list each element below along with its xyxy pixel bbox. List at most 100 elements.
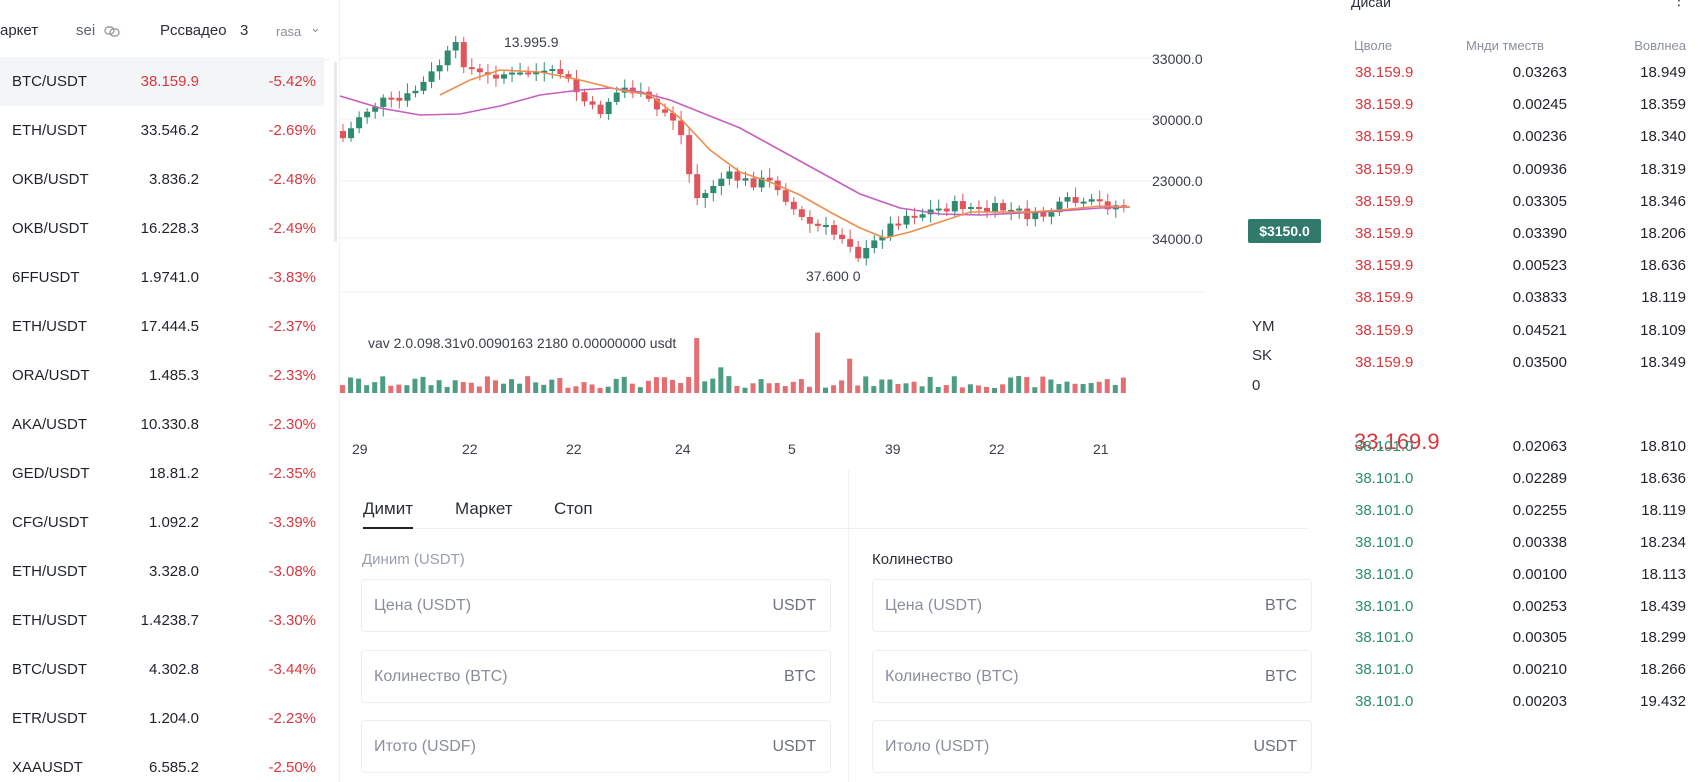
buy-total-field[interactable]: Итото (USDF) USDT: [361, 720, 831, 773]
ask-row[interactable]: 38.159.9 0.00936 18.319: [1336, 161, 1700, 196]
ask-row[interactable]: 38.159.9 0.03390 18.206: [1336, 225, 1700, 260]
ask-row[interactable]: 38.159.9 0.04521 18.109: [1336, 322, 1700, 357]
tab-market[interactable]: аркет: [0, 22, 39, 39]
tab-market-order[interactable]: Маркет: [455, 499, 513, 518]
candle-body: [823, 225, 829, 228]
link-icon[interactable]: [104, 24, 120, 38]
volume-bar: [975, 385, 981, 393]
price-chart[interactable]: 33000.0 30000.0 23000.0 34000.0 $3150.0 …: [340, 0, 1335, 470]
order-book-price: 38.101.0: [1355, 693, 1414, 711]
order-book-price: 38.101.0: [1355, 629, 1414, 647]
sell-price-field[interactable]: Цена (USDT) BTC: [872, 579, 1312, 632]
buy-price-field[interactable]: Цена (USDT) USDT: [361, 579, 831, 632]
x-tick-label: 5: [788, 441, 796, 457]
column-header-change[interactable]: rasa: [276, 24, 302, 39]
y-axis-label: 33000.0: [1152, 51, 1203, 67]
candle-body: [718, 178, 725, 186]
volume-bar: [340, 385, 345, 393]
sell-amount-field[interactable]: Колинество (BTC) BTC: [872, 650, 1312, 703]
market-pair: ETH/USDT: [12, 563, 87, 580]
order-book-total: 18.206: [1640, 225, 1686, 242]
market-change: -3.08%: [268, 563, 316, 580]
buy-amount-field[interactable]: Колинество (BTC) BTC: [361, 650, 831, 703]
volume-bar: [356, 378, 362, 393]
candle-body: [509, 72, 516, 75]
market-row[interactable]: ETR/USDT 1.204.0 -2.23%: [0, 694, 324, 743]
volume-bar: [629, 383, 635, 393]
volume-bar: [927, 376, 933, 393]
ask-row[interactable]: 38.159.9 0.03500 18.349: [1336, 354, 1700, 389]
bid-row[interactable]: 38.101.0 0.02255 18.119: [1336, 502, 1700, 537]
bid-row[interactable]: 38.101.0 0.00100 18.113: [1336, 566, 1700, 601]
bid-row[interactable]: 38.101.0 0.00203 19.432: [1336, 693, 1700, 728]
market-row[interactable]: AKA/USDT 10.330.8 -2.30%: [0, 400, 324, 449]
candle-body: [380, 97, 387, 107]
market-row[interactable]: ETH/USDT 33.546.2 -2.69%: [0, 106, 324, 155]
candle-body: [460, 42, 467, 68]
order-book-qty: 0.03833: [1512, 289, 1567, 307]
volume-bar: [967, 384, 973, 393]
market-row[interactable]: ETH/USDT 3.328.0 -3.08%: [0, 547, 324, 596]
market-row[interactable]: OKB/USDT 16.228.3 -2.49%: [0, 204, 324, 253]
bid-row[interactable]: 38.101.0 0.00338 18.234: [1336, 534, 1700, 569]
market-change: -3.83%: [268, 269, 316, 286]
ask-row[interactable]: 38.159.9 0.03263 18.949: [1336, 64, 1700, 99]
market-row[interactable]: ETH/USDT 1.4238.7 -3.30%: [0, 596, 324, 645]
ask-row[interactable]: 38.159.9 0.03305 18.346: [1336, 193, 1700, 228]
market-list-panel: аркет sei Рссвадео 3 rasa ⌄ BTC/USDT 38.1…: [0, 0, 330, 782]
volume-bar: [678, 383, 684, 393]
more-menu-icon[interactable]: ⋮: [1672, 0, 1686, 8]
bid-row[interactable]: 38.101.0 0.00210 18.266: [1336, 661, 1700, 696]
ask-row[interactable]: 38.159.9 0.03833 18.119: [1336, 289, 1700, 324]
order-type-tabs: Димит Маркет Стоп: [360, 495, 1308, 529]
volume-bar: [420, 376, 426, 393]
volume-bar: [790, 381, 796, 393]
candle-body: [565, 74, 572, 79]
bid-row[interactable]: 38.101.0 0.00305 18.299: [1336, 629, 1700, 664]
candle-body: [372, 106, 379, 112]
market-row[interactable]: BTC/USDT 38.159.9 -5.42%: [0, 57, 324, 106]
market-row[interactable]: ETH/USDT 17.444.5 -2.37%: [0, 302, 324, 351]
order-book-price: 38.101.0: [1355, 661, 1414, 679]
volume-bar: [855, 385, 861, 393]
column-header-price[interactable]: Рссвадео: [160, 22, 227, 39]
bid-row[interactable]: 38.101.0 0.02063 18.810: [1336, 438, 1700, 473]
market-change: -2.30%: [268, 416, 316, 433]
market-row[interactable]: XAAUSDT 6.585.2 -2.50%: [0, 743, 324, 782]
order-book-qty: 0.00245: [1512, 96, 1567, 114]
volume-bar: [758, 379, 764, 393]
market-price: 38.159.9: [140, 73, 199, 90]
volume-bar: [589, 384, 595, 393]
market-pair: BTC/USDT: [12, 661, 87, 678]
market-price: 33.546.2: [140, 122, 199, 139]
volume-bar: [412, 378, 418, 393]
volume-bar: [984, 386, 989, 393]
volume-bar: [484, 376, 490, 393]
order-book-total: 18.949: [1640, 64, 1686, 81]
bid-row[interactable]: 38.101.0 0.00253 18.439: [1336, 598, 1700, 633]
order-book-total: 18.636: [1640, 257, 1686, 275]
market-row[interactable]: 6FFUSDT 1.9741.0 -3.83%: [0, 253, 324, 302]
sell-total-field[interactable]: Итоло (USDT) USDT: [872, 720, 1312, 773]
chevron-down-icon[interactable]: ⌄: [310, 20, 321, 35]
market-row[interactable]: ORA/USDT 1.485.3 -2.33%: [0, 351, 324, 400]
volume-bar: [533, 382, 539, 393]
sell-total-placeholder: Итоло (USDT): [885, 738, 990, 755]
market-row[interactable]: OKB/USDT 3.836.2 -2.48%: [0, 155, 324, 204]
market-list-scrollbar[interactable]: [334, 62, 337, 242]
search-input[interactable]: sei: [76, 22, 96, 39]
ask-row[interactable]: 38.159.9 0.00236 18.340: [1336, 128, 1700, 163]
ask-row[interactable]: 38.159.9 0.00245 18.359: [1336, 96, 1700, 131]
market-row[interactable]: GED/USDT 18.81.2 -2.35%: [0, 449, 324, 498]
market-row[interactable]: CFG/USDT 1.092.2 -3.39%: [0, 498, 324, 547]
market-price: 1.485.3: [148, 367, 199, 384]
candlestick-chart[interactable]: [340, 0, 1335, 470]
candle-body: [790, 201, 797, 210]
bid-row[interactable]: 38.101.0 0.02289 18.636: [1336, 470, 1700, 505]
slow-ma-line: [340, 87, 1131, 216]
ask-row[interactable]: 38.159.9 0.00523 18.636: [1336, 257, 1700, 292]
tab-limit[interactable]: Димит: [363, 499, 413, 529]
market-row[interactable]: BTC/USDT 4.302.8 -3.44%: [0, 645, 324, 694]
tab-stop[interactable]: Стоп: [554, 499, 593, 518]
order-book-qty: 0.02063: [1512, 438, 1567, 455]
